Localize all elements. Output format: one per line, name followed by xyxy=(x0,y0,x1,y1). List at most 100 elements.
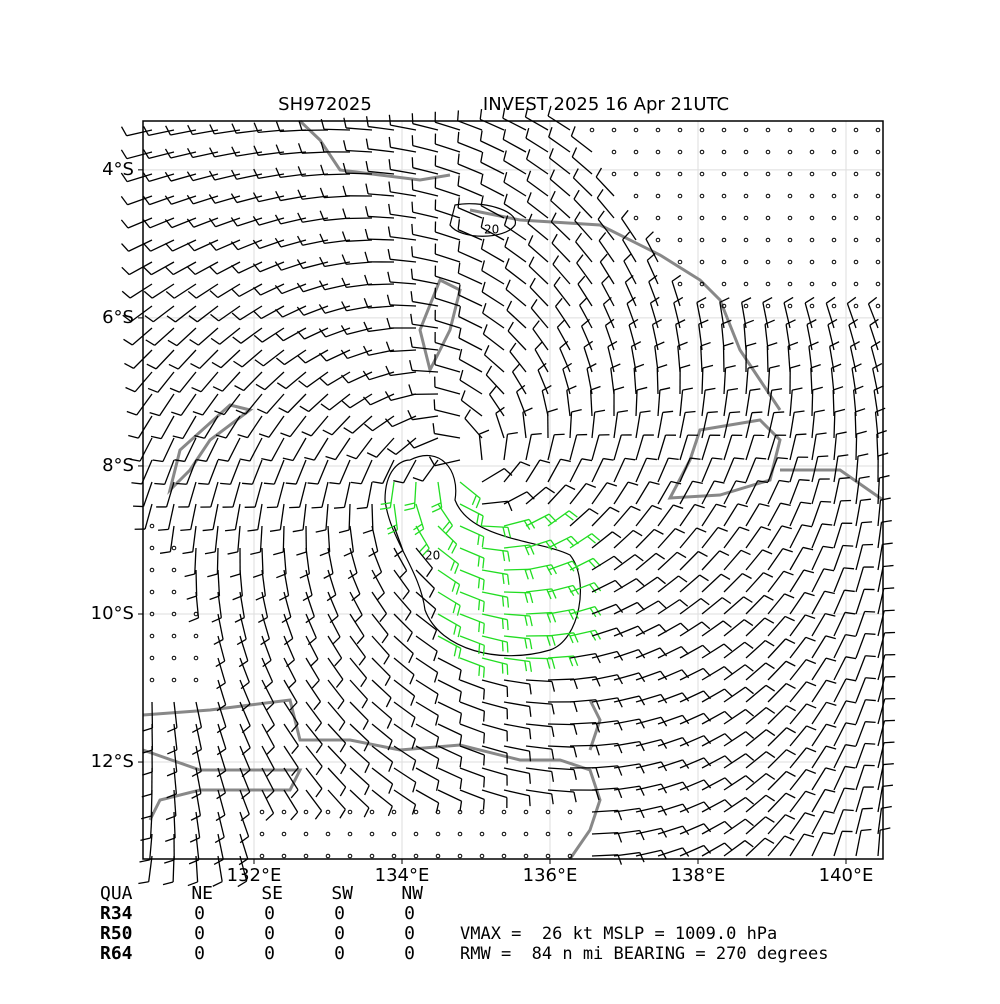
barb-feather xyxy=(777,458,787,459)
barb-feather xyxy=(507,620,508,630)
barb-feather xyxy=(434,399,435,409)
barb-feather xyxy=(839,478,849,479)
barb-feather xyxy=(458,132,459,142)
barb-shaft xyxy=(346,218,372,219)
barb-feather xyxy=(484,689,485,699)
barb-shaft xyxy=(324,174,350,175)
barb-feather xyxy=(484,667,485,677)
barb-feather xyxy=(220,483,230,484)
barb-shaft xyxy=(346,173,372,174)
barb-feather xyxy=(483,799,484,809)
barb-feather xyxy=(844,568,854,569)
summary-line: RMW = 84 n mi BEARING = 270 degrees xyxy=(460,944,828,964)
barb-feather xyxy=(483,623,484,633)
barb-feather xyxy=(865,722,875,723)
barb-shaft xyxy=(855,412,856,438)
barb-feather xyxy=(479,665,480,675)
barb-feather xyxy=(458,110,459,120)
table-header: SW xyxy=(331,883,353,904)
table-header: NE xyxy=(191,883,213,904)
table-cell: 0 xyxy=(194,943,205,964)
barb-feather xyxy=(176,483,186,484)
barb-feather xyxy=(554,434,564,435)
y-tick-label: 4°S xyxy=(102,159,134,180)
barb-feather xyxy=(484,711,485,721)
barb-feather xyxy=(799,480,809,481)
barb-feather xyxy=(502,619,503,629)
barb-shaft xyxy=(812,390,813,416)
barb-feather xyxy=(865,678,875,679)
table-cell: 0 xyxy=(264,923,275,944)
barb-shaft xyxy=(702,368,703,394)
barb-feather xyxy=(264,483,274,484)
barb-feather xyxy=(484,733,485,743)
barb-shaft xyxy=(767,346,768,372)
barb-feather xyxy=(180,529,190,530)
barb-shaft xyxy=(833,390,834,416)
summary-line: VMAX = 26 kt MSLP = 1009.0 hPa xyxy=(460,924,777,944)
y-tick-label: 10°S xyxy=(91,603,134,624)
barb-feather xyxy=(818,456,828,457)
x-tick-label: 138°E xyxy=(671,865,726,886)
barb-feather xyxy=(479,622,480,632)
barb-shaft xyxy=(324,129,350,130)
barb-shaft xyxy=(368,284,394,285)
barb-feather xyxy=(502,641,503,651)
barb-shaft xyxy=(856,434,857,460)
table-cell: R64 xyxy=(100,943,133,964)
storm-id: SH972025 xyxy=(278,94,372,115)
barb-feather xyxy=(865,656,875,657)
barb-feather xyxy=(884,588,894,589)
barb-feather xyxy=(412,224,413,234)
table-cell: R34 xyxy=(100,903,133,924)
table-cell: 0 xyxy=(334,943,345,964)
barb-shaft xyxy=(173,856,174,882)
barb-shaft xyxy=(657,368,658,394)
title: INVEST 2025 16 Apr 21UTC xyxy=(483,94,729,115)
barb-feather xyxy=(242,483,252,484)
barb-feather xyxy=(843,546,853,547)
barb-feather xyxy=(483,602,484,612)
x-tick-label: 136°E xyxy=(523,865,578,886)
barb-feather xyxy=(865,700,875,701)
barb-feather xyxy=(843,810,853,811)
barb-feather xyxy=(483,645,484,655)
table-cell: R50 xyxy=(100,923,133,944)
barb-feather xyxy=(154,484,164,485)
table-header: SE xyxy=(261,883,283,904)
barb-feather xyxy=(484,777,485,787)
table-header: NW xyxy=(401,883,423,904)
barb-feather xyxy=(412,202,413,212)
table-cell: 0 xyxy=(404,943,415,964)
barb-feather xyxy=(479,644,480,654)
barb-feather xyxy=(198,483,208,484)
barb-feather xyxy=(865,611,875,612)
table-cell: 0 xyxy=(264,943,275,964)
barb-shaft xyxy=(368,239,394,240)
barb-feather xyxy=(158,529,168,530)
table-cell: 0 xyxy=(264,903,275,924)
x-tick-label: 140°E xyxy=(819,865,874,886)
barb-feather xyxy=(865,634,875,635)
barb-feather xyxy=(484,755,485,765)
barb-feather xyxy=(865,744,875,745)
barb-feather xyxy=(752,412,762,413)
table-header: QUA xyxy=(100,883,133,904)
y-tick-label: 8°S xyxy=(102,455,134,476)
barb-feather xyxy=(529,773,530,783)
barb-feather xyxy=(862,522,872,523)
barb-feather xyxy=(884,610,894,611)
barb-feather xyxy=(884,742,894,743)
barb-feather xyxy=(334,507,344,508)
table-cell: 0 xyxy=(404,903,415,924)
barb-shaft xyxy=(834,412,835,438)
table-cell: 0 xyxy=(404,923,415,944)
y-tick-label: 12°S xyxy=(91,751,134,772)
barb-feather xyxy=(707,412,717,413)
table-cell: 0 xyxy=(334,923,345,944)
barb-feather xyxy=(479,600,480,610)
barb-feather xyxy=(821,501,831,502)
barb-feather xyxy=(412,246,413,256)
table-cell: 0 xyxy=(334,903,345,924)
